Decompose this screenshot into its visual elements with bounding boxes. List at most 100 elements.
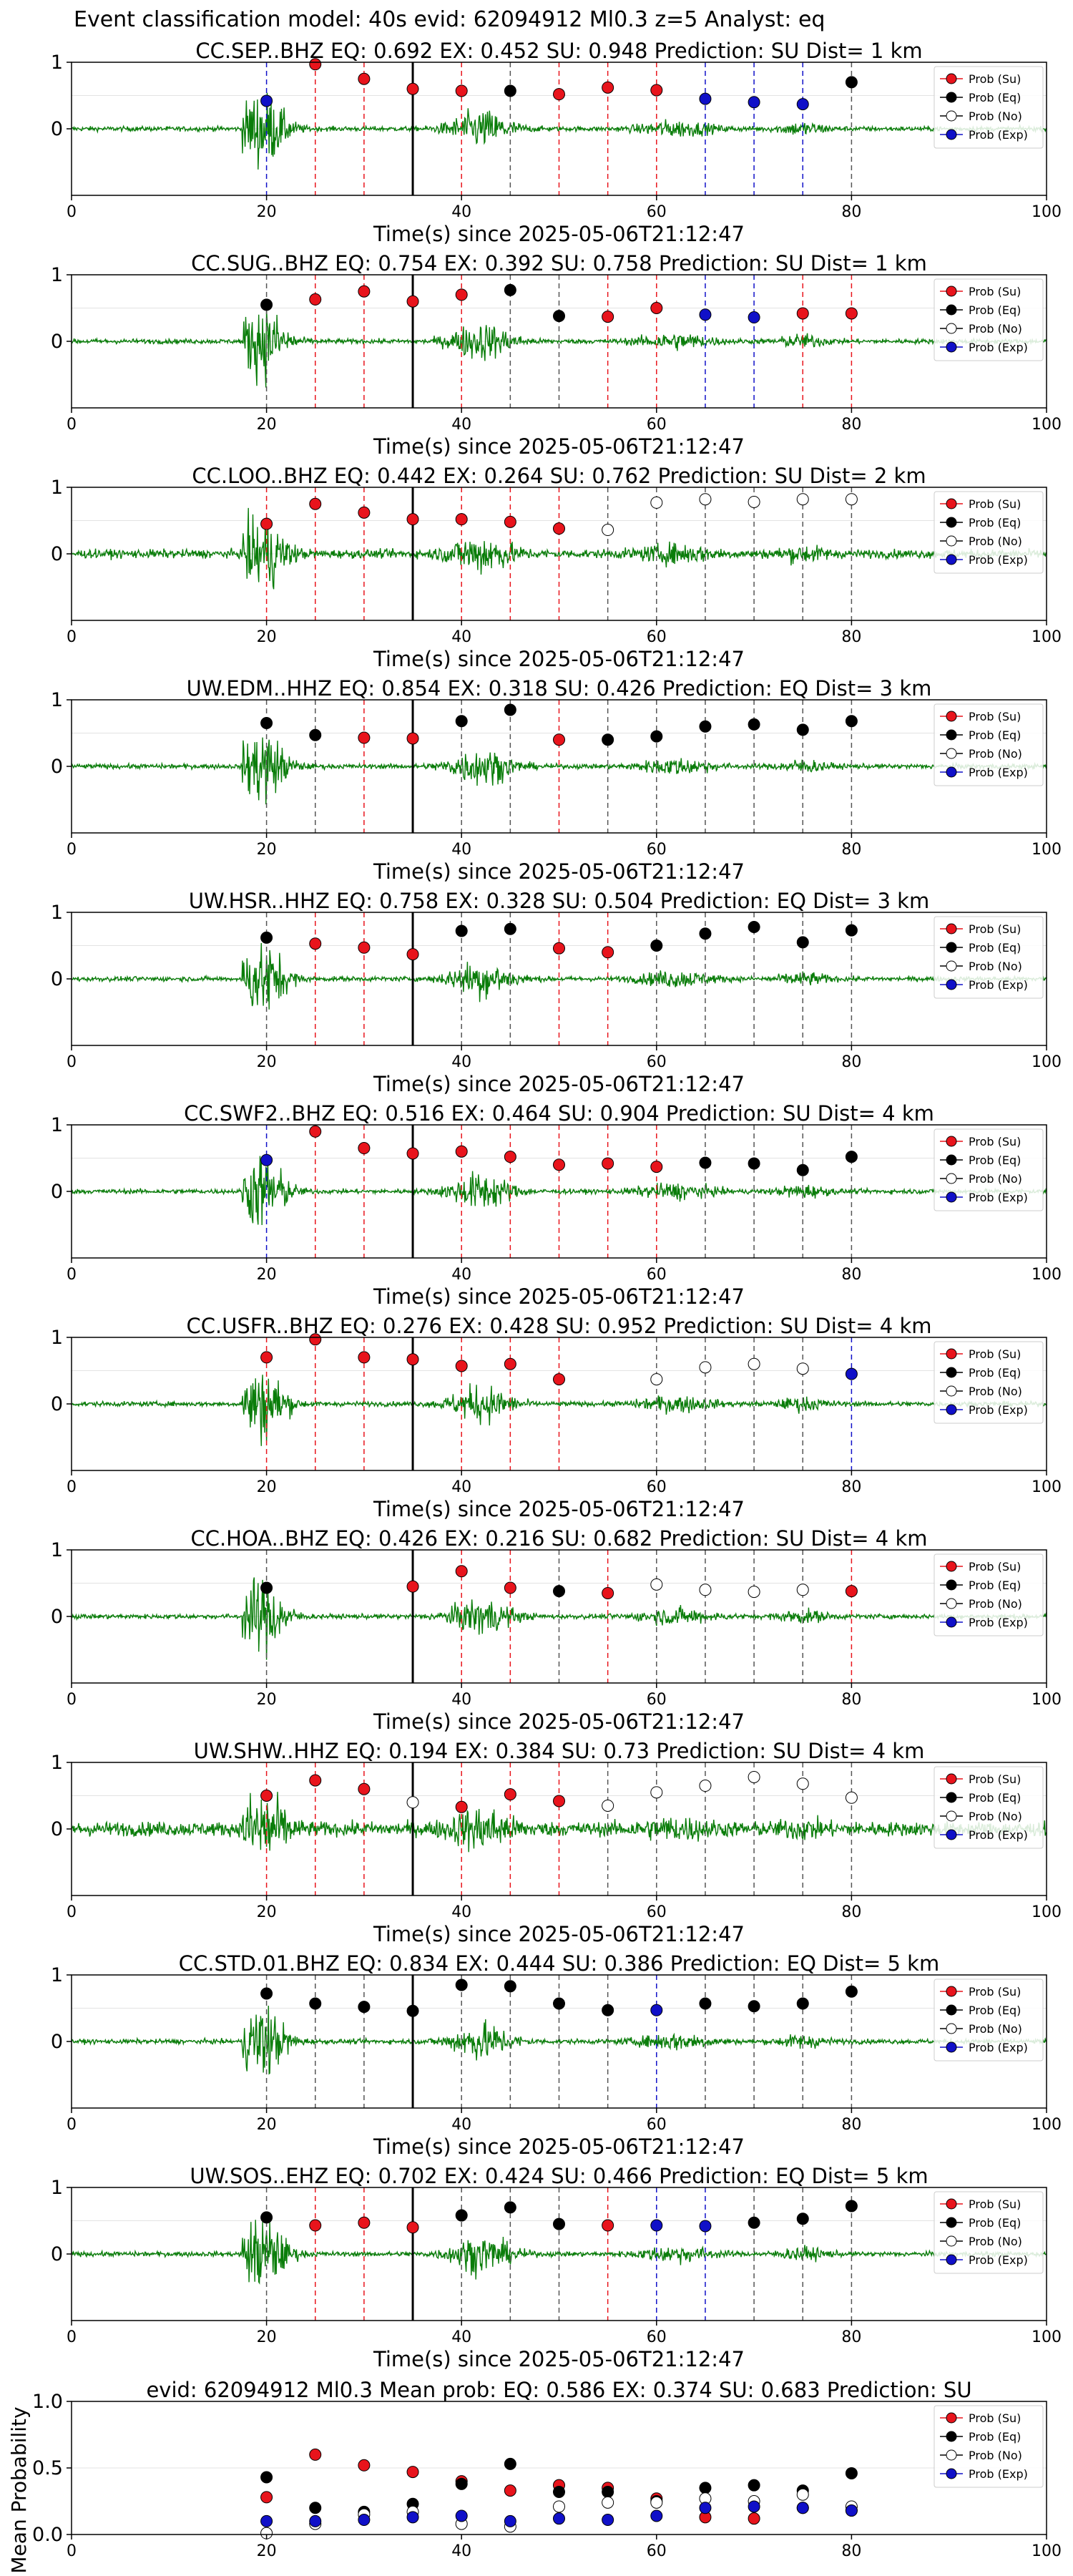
legend-label: Prob (Eq) — [969, 1579, 1021, 1592]
mean-prob-point — [602, 2514, 614, 2527]
x-tick-label: 40 — [451, 1053, 471, 1071]
prob-point — [504, 84, 516, 97]
station-panel: UW.SHW..HHZ EQ: 0.194 EX: 0.384 SU: 0.73… — [51, 1739, 1062, 1946]
prob-point — [796, 1584, 809, 1596]
x-tick-label: 60 — [647, 1266, 667, 1284]
x-tick-label: 20 — [257, 1478, 277, 1496]
x-tick-label: 100 — [1032, 1691, 1062, 1709]
x-tick-label: 20 — [257, 628, 277, 646]
prob-point — [504, 1151, 516, 1163]
prob-point — [504, 1980, 516, 1993]
legend-label: Prob (Exp) — [969, 766, 1028, 779]
prob-point — [309, 293, 322, 306]
prob-point — [553, 2218, 565, 2230]
prob-point — [455, 1800, 468, 1813]
prob-point — [796, 1777, 809, 1790]
prob-point — [260, 1351, 273, 1364]
legend-label: Prob (Eq) — [969, 1791, 1021, 1805]
mean-prob-point — [504, 2514, 516, 2527]
legend-marker — [946, 942, 957, 953]
x-tick-label: 20 — [257, 841, 277, 859]
prob-point — [699, 1780, 712, 1792]
legend-label: Prob (No) — [969, 1172, 1022, 1186]
prob-point — [602, 1586, 614, 1599]
mean-prob-point — [504, 2484, 516, 2497]
prob-point — [260, 2211, 273, 2224]
prob-point — [309, 1125, 322, 1138]
x-tick-label: 60 — [647, 203, 667, 221]
legend-marker — [946, 554, 957, 565]
legend-label: Prob (Eq) — [969, 728, 1021, 742]
x-tick-label: 80 — [841, 1691, 861, 1709]
mean-prob-point — [650, 2496, 663, 2509]
prob-point — [309, 497, 322, 510]
x-tick-label: 80 — [841, 2116, 861, 2134]
x-tick-label: 100 — [1032, 2116, 1062, 2134]
legend-label: Prob (Eq) — [969, 1153, 1021, 1167]
prob-point — [553, 1997, 565, 2010]
legend-marker — [946, 1579, 957, 1591]
mean-prob-point — [260, 2491, 273, 2504]
x-tick-label: 60 — [647, 1478, 667, 1496]
legend-label: Prob (Su) — [969, 1985, 1021, 1999]
x-tick-label: 20 — [257, 1053, 277, 1071]
prob-point — [748, 311, 760, 324]
prob-point — [602, 81, 614, 94]
mean-prob-point — [406, 2511, 419, 2524]
mean-prob-point — [309, 2514, 322, 2527]
mean-prob-point — [650, 2509, 663, 2522]
legend-label: Prob (Su) — [969, 1347, 1021, 1361]
prob-point — [358, 2001, 371, 2014]
prob-point — [796, 936, 809, 949]
x-tick-label: 100 — [1032, 628, 1062, 646]
x-axis-label: Time(s) since 2025-05-06T21:12:47 — [373, 1497, 745, 1521]
prob-point — [845, 76, 858, 89]
prob-point — [748, 718, 760, 731]
x-tick-label: 80 — [841, 1266, 861, 1284]
prob-point — [504, 515, 516, 528]
prob-point — [796, 493, 809, 506]
prob-point — [748, 495, 760, 508]
figure-suptitle: Event classification model: 40s evid: 62… — [74, 7, 825, 32]
legend-marker — [946, 2041, 957, 2053]
legend-label: Prob (Eq) — [969, 2004, 1021, 2017]
prob-point — [845, 1985, 858, 1998]
x-axis-label: Time(s) since 2025-05-06T21:12:47 — [373, 222, 745, 246]
x-tick-label: 20 — [257, 2328, 277, 2346]
mean-probability-panel: evid: 62094912 Ml0.3 Mean prob: EQ: 0.58… — [32, 2378, 1062, 2560]
mean-prob-point — [358, 2514, 371, 2527]
x-tick-label: 100 — [1032, 203, 1062, 221]
waveform-trace — [72, 1577, 1047, 1660]
mean-prob-point — [748, 2479, 760, 2492]
prob-point — [260, 517, 273, 530]
prob-point — [796, 1997, 809, 2010]
prob-point — [406, 2221, 419, 2234]
prob-point — [406, 948, 419, 961]
x-tick-label: 40 — [451, 841, 471, 859]
legend-label: Prob (Eq) — [969, 2430, 1021, 2444]
legend-marker — [946, 341, 957, 353]
x-tick-label: 20 — [257, 1266, 277, 1284]
mean-prob-point — [602, 2496, 614, 2509]
legend-label: Prob (Eq) — [969, 2216, 1021, 2230]
prob-point — [455, 1565, 468, 1578]
x-tick-label: 40 — [451, 1266, 471, 1284]
prob-point — [406, 1353, 419, 1366]
x-tick-label: 80 — [841, 2542, 861, 2560]
station-panel: UW.SOS..EHZ EQ: 0.702 EX: 0.424 SU: 0.46… — [51, 2164, 1062, 2371]
prob-point — [455, 288, 468, 301]
x-tick-label: 0 — [67, 1691, 77, 1709]
legend-label: Prob (No) — [969, 747, 1022, 761]
mean-ylabel: Mean Probability — [7, 2406, 31, 2573]
legend-marker — [946, 1792, 957, 1803]
prob-point — [260, 1581, 273, 1594]
prob-point — [406, 513, 419, 526]
legend-label: Prob (Su) — [969, 2197, 1021, 2211]
prob-point — [260, 931, 273, 944]
legend-box — [934, 491, 1044, 574]
prob-point — [602, 1157, 614, 1170]
prob-point — [553, 1585, 565, 1598]
prob-point — [748, 1586, 760, 1599]
legend-marker — [946, 517, 957, 528]
legend-marker — [946, 2198, 957, 2210]
